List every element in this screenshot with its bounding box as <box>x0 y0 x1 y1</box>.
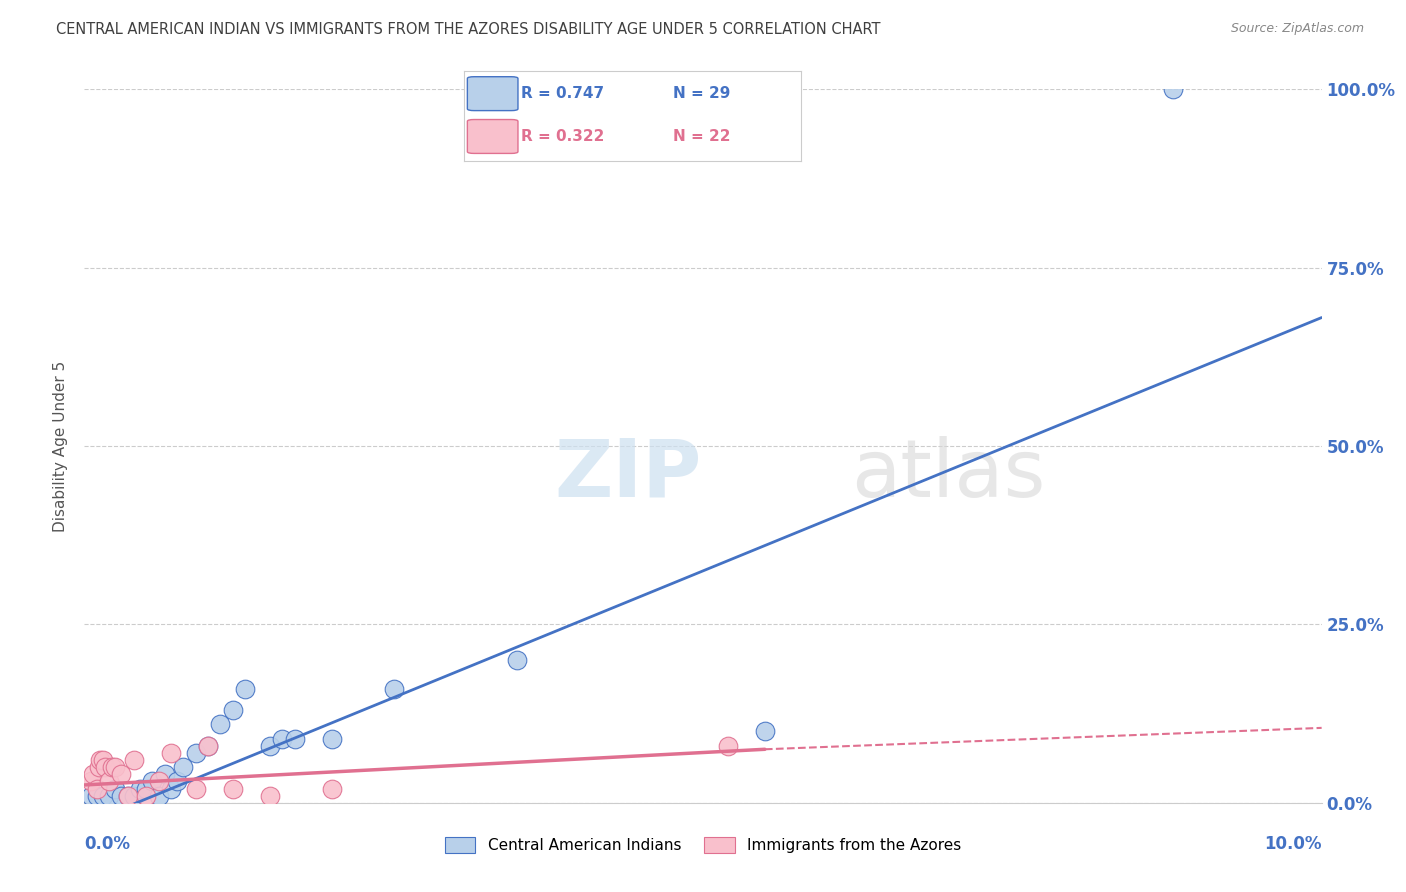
Point <box>321 781 343 796</box>
Point <box>100 760 122 774</box>
Point <box>717 739 740 753</box>
Point <box>184 746 207 760</box>
Point <box>172 760 194 774</box>
Point <box>110 789 132 803</box>
Point <box>259 789 281 803</box>
Point <box>135 781 157 796</box>
Point <box>86 789 108 803</box>
Point <box>754 724 776 739</box>
Text: R = 0.747: R = 0.747 <box>522 87 605 101</box>
Point <box>117 789 139 803</box>
Point <box>271 731 294 746</box>
Point <box>184 781 207 796</box>
Text: N = 22: N = 22 <box>673 129 731 144</box>
Text: 0.0%: 0.0% <box>84 835 131 853</box>
Point <box>222 781 245 796</box>
Point <box>98 774 121 789</box>
Point <box>122 789 145 803</box>
Point <box>135 789 157 803</box>
Y-axis label: Disability Age Under 5: Disability Age Under 5 <box>53 360 69 532</box>
Point <box>141 774 163 789</box>
Point <box>91 753 114 767</box>
Point <box>321 731 343 746</box>
Point <box>160 746 183 760</box>
Point <box>259 739 281 753</box>
Legend: Central American Indians, Immigrants from the Azores: Central American Indians, Immigrants fro… <box>439 831 967 859</box>
Point <box>104 760 127 774</box>
Point <box>1161 82 1184 96</box>
Point <box>148 774 170 789</box>
Point <box>222 703 245 717</box>
Point <box>209 717 232 731</box>
Point <box>89 753 111 767</box>
Point <box>148 789 170 803</box>
Point <box>110 767 132 781</box>
Point <box>166 774 188 789</box>
Text: ZIP: ZIP <box>554 435 702 514</box>
Point <box>197 739 219 753</box>
Point <box>153 767 176 781</box>
FancyBboxPatch shape <box>467 120 517 153</box>
Point <box>233 681 256 696</box>
Text: Source: ZipAtlas.com: Source: ZipAtlas.com <box>1230 22 1364 36</box>
Text: 10.0%: 10.0% <box>1264 835 1322 853</box>
FancyBboxPatch shape <box>467 77 517 111</box>
Point <box>122 753 145 767</box>
Point <box>104 781 127 796</box>
Point <box>91 789 114 803</box>
Text: CENTRAL AMERICAN INDIAN VS IMMIGRANTS FROM THE AZORES DISABILITY AGE UNDER 5 COR: CENTRAL AMERICAN INDIAN VS IMMIGRANTS FR… <box>56 22 880 37</box>
Text: R = 0.322: R = 0.322 <box>522 129 605 144</box>
Point <box>79 774 101 789</box>
Text: N = 29: N = 29 <box>673 87 731 101</box>
Point <box>382 681 405 696</box>
Text: atlas: atlas <box>852 435 1046 514</box>
Point <box>98 789 121 803</box>
Point <box>129 781 152 796</box>
Point <box>94 760 117 774</box>
Point <box>160 781 183 796</box>
Point <box>117 789 139 803</box>
Point <box>82 767 104 781</box>
Point <box>197 739 219 753</box>
Point <box>86 781 108 796</box>
Point <box>506 653 529 667</box>
Point <box>89 760 111 774</box>
Point <box>284 731 307 746</box>
Point <box>79 789 101 803</box>
